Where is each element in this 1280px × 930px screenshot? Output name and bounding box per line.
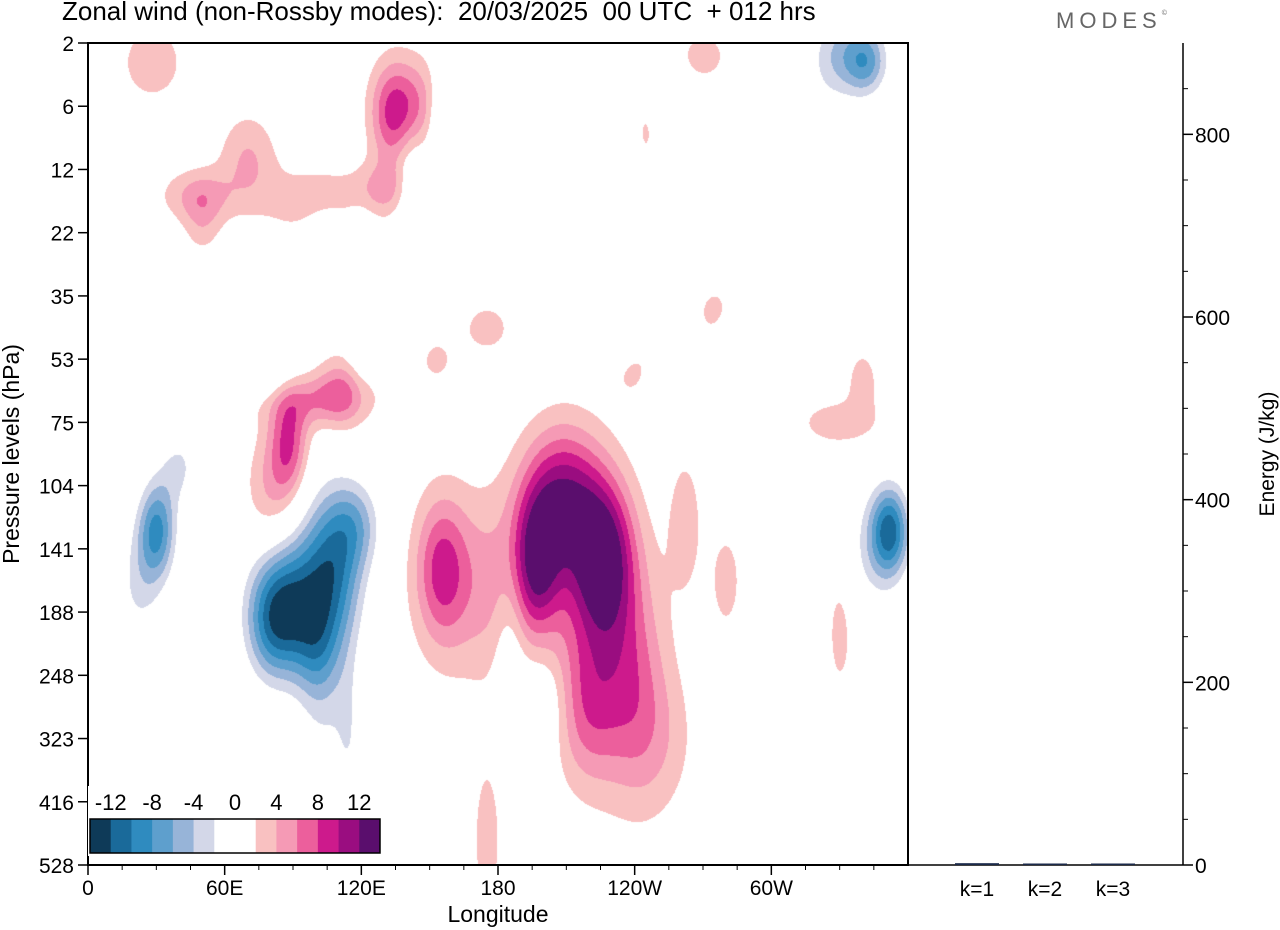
colorbar: -12 -8 -4 0 4 8 12 xyxy=(88,786,382,856)
longitude-axis: 0 60E 120E 180 120W 60W xyxy=(82,865,875,900)
y-tick-label: 75 xyxy=(51,412,74,435)
y-axis-label: Pressure levels (hPa) xyxy=(0,344,24,564)
y-tick-label: 53 xyxy=(51,349,74,372)
y-tick-label: 323 xyxy=(39,729,74,752)
y-tick-label: 22 xyxy=(51,223,74,246)
x-tick-label: 180 xyxy=(480,877,515,900)
x-tick-label: 60W xyxy=(750,877,793,900)
colorbar-swatch xyxy=(90,819,112,853)
y-tick-label: 35 xyxy=(51,286,74,309)
contour-field xyxy=(88,43,908,865)
x-axis-label: Longitude xyxy=(447,901,548,927)
energy-category-label: k=2 xyxy=(1028,878,1062,901)
energy-category-label: k=1 xyxy=(960,878,994,901)
colorbar-swatch xyxy=(214,819,236,853)
colorbar-swatch xyxy=(297,819,319,853)
y-tick-label: 104 xyxy=(39,476,74,499)
y-tick-label: 416 xyxy=(39,792,74,815)
y-tick-label: 248 xyxy=(39,665,74,688)
colorbar-swatch xyxy=(276,819,298,853)
y-tick-label: 12 xyxy=(51,159,74,182)
energy-panel: 0 200 400 600 800 k=1 k=2 k=3 xyxy=(908,43,1230,901)
colorbar-swatch xyxy=(359,819,381,853)
colorbar-tick-label: 12 xyxy=(347,790,371,815)
energy-tick-label: 200 xyxy=(1195,672,1230,695)
x-tick-label: 120E xyxy=(337,877,386,900)
energy-tick-label: 0 xyxy=(1195,855,1207,878)
colorbar-swatch xyxy=(172,819,194,853)
colorbar-swatch xyxy=(131,819,153,853)
x-tick-label: 120W xyxy=(607,877,662,900)
colorbar-tick-label: -4 xyxy=(184,790,204,815)
y-tick-label: 188 xyxy=(39,602,74,625)
colorbar-tick-label: -12 xyxy=(95,790,127,815)
y-tick-label: 2 xyxy=(62,33,74,56)
brand-name: MODES xyxy=(1056,8,1162,33)
y-tick-label: 141 xyxy=(39,539,74,562)
colorbar-swatch xyxy=(338,819,360,853)
colorbar-swatch xyxy=(193,819,215,853)
colorbar-frame xyxy=(89,818,381,854)
energy-category-label: k=3 xyxy=(1096,878,1130,901)
energy-bar xyxy=(1023,863,1067,865)
colorbar-tick-label: -8 xyxy=(142,790,162,815)
x-tick-label: 0 xyxy=(82,877,94,900)
colorbar-swatch xyxy=(152,819,174,853)
brand-logo: MODES© xyxy=(1056,8,1167,34)
energy-tick-label: 400 xyxy=(1195,490,1230,513)
colorbar-swatch xyxy=(235,819,257,853)
contour-image xyxy=(88,43,908,865)
brand-mark: © xyxy=(1161,10,1167,17)
y-tick-label: 528 xyxy=(39,855,74,878)
y-tick-label: 6 xyxy=(62,96,74,119)
pressure-axis: 2 6 12 22 35 53 75 104 141 188 248 323 416 528 xyxy=(39,33,88,878)
colorbar-tick-label: 0 xyxy=(229,790,241,815)
energy-bar xyxy=(1091,863,1135,865)
energy-tick-label: 800 xyxy=(1195,124,1230,147)
energy-tick-label: 600 xyxy=(1195,307,1230,330)
x-tick-label: 60E xyxy=(206,877,243,900)
page-title: Zonal wind (non-Rossby modes): 20/03/202… xyxy=(62,0,816,26)
colorbar-tick-label: 8 xyxy=(312,790,324,815)
colorbar-swatch xyxy=(110,819,132,853)
colorbar-swatch xyxy=(317,819,339,853)
energy-bar xyxy=(955,863,999,865)
colorbar-swatch xyxy=(255,819,277,853)
colorbar-tick-label: 4 xyxy=(270,790,282,815)
energy-axis-label: Energy (J/kg) xyxy=(1256,392,1279,517)
